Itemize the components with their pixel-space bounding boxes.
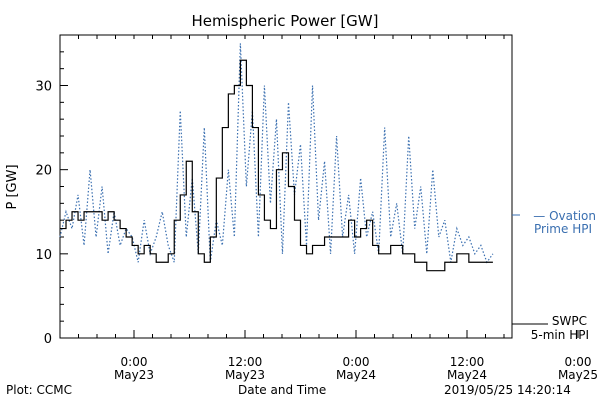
footer-plot-credit: Plot: CCMC: [6, 383, 72, 397]
x-tick-time: 12:00: [450, 355, 485, 369]
x-tick-date: May24: [336, 368, 376, 382]
x-tick-date: May25: [558, 368, 598, 382]
y-tick-label: 20: [35, 164, 52, 179]
y-tick-label: 30: [35, 80, 52, 95]
x-tick-time: 0:00: [343, 355, 370, 369]
y-tick-label: 10: [35, 248, 52, 263]
legend-ovation-line2: Prime HPI: [534, 222, 592, 236]
x-axis-label: Date and Time: [238, 383, 327, 397]
legend-swpc-line1: SWPC: [552, 314, 587, 328]
legend-ovation-line1: — Ovation: [533, 209, 596, 223]
footer-timestamp: 2019/05/25 14:20:14: [444, 383, 571, 397]
legend-swpc-line2: 5-min HPI: [531, 328, 589, 342]
x-tick-time: 0:00: [121, 355, 148, 369]
y-axis-label: P [GW]: [5, 164, 20, 209]
x-tick-time: 12:00: [228, 355, 263, 369]
y-tick-label: 0: [44, 332, 52, 347]
x-tick-date: May23: [114, 368, 154, 382]
x-tick-time: 0:00: [565, 355, 592, 369]
y-axis: 0 10 20 30: [35, 51, 68, 347]
series-swpc-line: [60, 59, 493, 272]
x-axis: 0:00May2312:00May230:00May2412:00May240:…: [59, 35, 598, 382]
x-tick-date: May24: [447, 368, 487, 382]
series-ovation-prime-line: [59, 43, 494, 264]
series-layer: [59, 43, 494, 272]
chart-title: Hemispheric Power [GW]: [192, 12, 379, 30]
x-tick-date: May23: [225, 368, 265, 382]
plot-frame: [59, 34, 513, 339]
